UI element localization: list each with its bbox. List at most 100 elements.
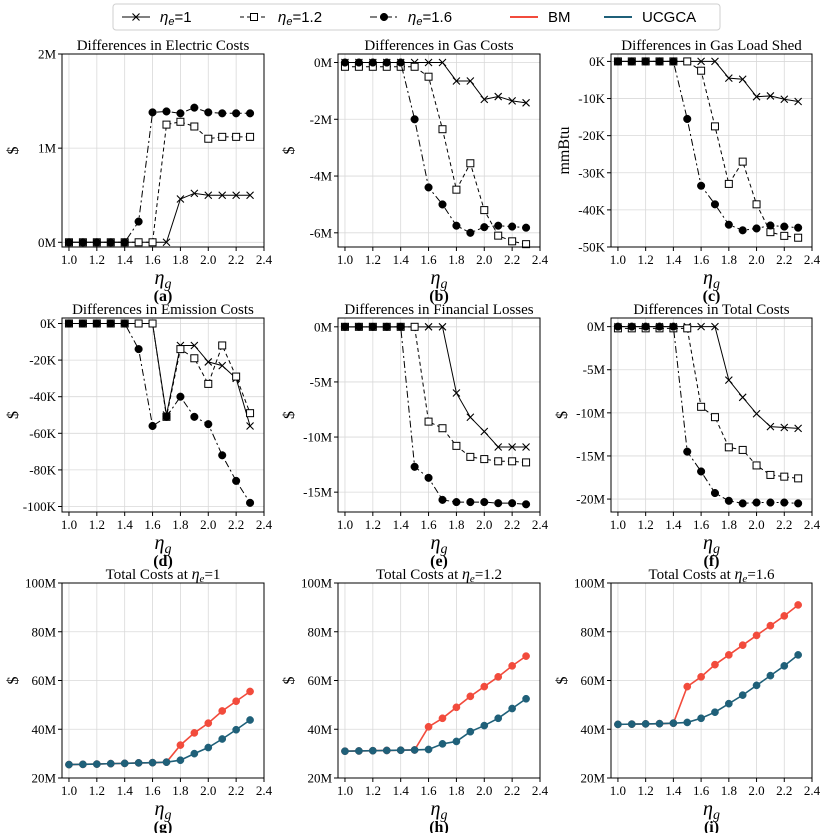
- x-tick-label: 1.2: [638, 252, 654, 267]
- data-point: [794, 601, 802, 609]
- x-tick-label: 1.2: [89, 252, 105, 267]
- data-point: [711, 57, 719, 66]
- data-point: [711, 708, 719, 717]
- data-point: [752, 224, 761, 233]
- series-e16: [613, 57, 803, 235]
- y-tick-label: 80M: [307, 624, 332, 639]
- x-tick-label: 1.4: [393, 783, 410, 798]
- series-e16: [340, 322, 531, 509]
- y-tick-label: -10K: [578, 91, 605, 106]
- panel-label: (a): [154, 288, 173, 305]
- data-point: [190, 103, 199, 112]
- series-line: [68, 322, 251, 427]
- y-tick-label: -15M: [576, 448, 605, 463]
- data-point: [204, 719, 213, 728]
- data-point: [218, 109, 227, 118]
- data-point: [368, 746, 377, 755]
- data-point: [382, 322, 391, 331]
- data-point: [466, 413, 475, 422]
- data-point: [724, 496, 733, 505]
- x-tick-label: 2.2: [776, 517, 792, 532]
- panels: 1.0 1.2 1.4 1.6 1.8 2.0 2.2 2.4 0M 1M 2M Difference…: [5, 38, 821, 833]
- x-tick-label: 1.0: [61, 517, 77, 532]
- x-tick-label: 2.2: [228, 783, 244, 798]
- data-point: [780, 662, 789, 670]
- data-point: [655, 57, 664, 66]
- x-tick-label: 2.2: [228, 252, 244, 267]
- data-point: [424, 183, 433, 192]
- data-point: [494, 231, 503, 240]
- data-point: [106, 759, 115, 768]
- legend-marker: [379, 12, 389, 22]
- data-point: [452, 389, 461, 397]
- x-tick-label: 2.0: [748, 517, 764, 532]
- x-tick-label: 1.6: [420, 252, 437, 267]
- legend-label: ηe=1: [160, 9, 192, 28]
- data-point: [246, 716, 254, 724]
- x-tick-label: 1.2: [638, 517, 654, 532]
- data-point: [246, 498, 255, 507]
- data-point: [613, 322, 622, 331]
- data-point: [162, 120, 171, 129]
- y-tick-label: 2M: [38, 47, 57, 62]
- series-e16: [340, 58, 531, 237]
- data-point: [480, 455, 489, 464]
- x-tick-label: 1.8: [721, 517, 737, 532]
- data-point: [340, 322, 350, 331]
- chart-panel-b: 1.0 1.2 1.4 1.6 1.8 2.0 2.2 2.4 0M -2M -4M -6M Diffe…: [281, 38, 549, 305]
- legend-label: BM: [548, 9, 571, 26]
- series-line: [617, 654, 799, 726]
- data-point: [508, 222, 517, 231]
- data-point: [64, 319, 74, 328]
- plot-frame: [610, 53, 813, 248]
- x-tick-label: 1.2: [89, 783, 105, 798]
- series-e1: [614, 322, 803, 433]
- x-tick-label: 1.0: [610, 783, 626, 798]
- x-tick-label: 1.4: [665, 783, 682, 798]
- series-bm: [614, 601, 802, 729]
- data-point: [669, 57, 678, 66]
- x-tick-label: 2.2: [776, 252, 792, 267]
- data-point: [246, 687, 254, 696]
- y-tick-label: -2M: [310, 112, 333, 127]
- chart-panel-h: 1.0 1.2 1.4 1.6 1.8 2.0 2.2 2.4 20M 40M 60M 80M 100M…: [281, 566, 549, 833]
- data-point: [724, 651, 733, 659]
- data-point: [382, 746, 391, 755]
- x-tick-label: 1.4: [393, 252, 410, 267]
- data-point: [494, 499, 503, 508]
- data-point: [452, 185, 461, 194]
- data-point: [134, 217, 143, 226]
- y-axis-label: $: [554, 411, 571, 419]
- y-tick-label: 0K: [589, 54, 606, 69]
- y-axis-label: $: [5, 147, 22, 155]
- x-tick-label: 2.2: [504, 252, 520, 267]
- chart-title: Differences in Electric Costs: [77, 38, 250, 54]
- x-tick-label: 1.8: [721, 252, 737, 267]
- data-point: [341, 747, 349, 756]
- y-tick-label: 60M: [307, 673, 332, 688]
- data-point: [204, 420, 213, 429]
- data-point: [738, 226, 747, 235]
- legend-entry-e16: ηe=1.6: [370, 9, 452, 28]
- data-point: [697, 57, 705, 66]
- data-point: [120, 319, 129, 328]
- data-point: [522, 694, 530, 703]
- x-tick-label: 1.2: [365, 783, 381, 798]
- panel-label: (e): [430, 553, 448, 570]
- data-point: [410, 62, 419, 71]
- data-point: [710, 200, 720, 209]
- y-axis-label: $: [5, 677, 22, 685]
- data-point: [794, 233, 803, 242]
- y-tick-label: -40K: [29, 389, 56, 404]
- data-point: [176, 345, 185, 354]
- data-point: [438, 125, 447, 134]
- y-tick-label: -15M: [303, 485, 332, 500]
- data-point: [424, 745, 433, 754]
- data-point: [438, 200, 447, 209]
- plot-frame: [610, 317, 813, 513]
- data-point: [218, 341, 227, 350]
- data-point: [176, 741, 185, 749]
- series-e12: [340, 62, 531, 249]
- data-point: [410, 115, 419, 124]
